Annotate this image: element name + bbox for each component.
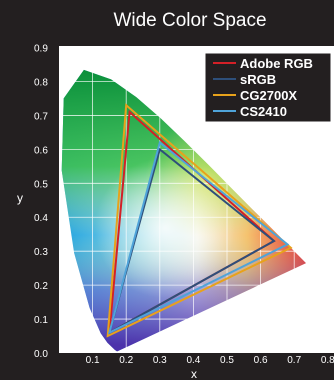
chart-title: Wide Color Space bbox=[113, 10, 266, 31]
y-tick-label: 0.5 bbox=[34, 179, 48, 190]
x-tick-label: 0.7 bbox=[287, 355, 301, 366]
x-tick-label: 0.1 bbox=[86, 355, 100, 366]
y-tick-label: 0.0 bbox=[34, 349, 48, 360]
y-tick-label: 0.8 bbox=[34, 77, 48, 88]
y-tick-label: 0.9 bbox=[34, 44, 48, 55]
legend-label: Adobe RGB bbox=[240, 56, 313, 71]
y-tick-labels: 0.0 0.1 0.2 0.3 0.4 0.5 0.6 0.7 0.8 0.9 bbox=[34, 44, 48, 360]
y-tick-label: 0.3 bbox=[34, 247, 48, 258]
x-tick-label: 0.2 bbox=[119, 355, 133, 366]
y-tick-label: 0.6 bbox=[34, 145, 48, 156]
x-tick-label: 0.6 bbox=[254, 355, 268, 366]
x-tick-label: 0.3 bbox=[153, 355, 167, 366]
y-tick-label: 0.4 bbox=[34, 213, 48, 224]
x-tick-labels: 0.1 0.2 0.3 0.4 0.5 0.6 0.7 0.8 bbox=[86, 355, 334, 366]
gamut-triangle-cs2410 bbox=[107, 140, 290, 335]
legend-label: CG2700X bbox=[240, 88, 297, 103]
x-tick-label: 0.5 bbox=[220, 355, 234, 366]
legend-label: CS2410 bbox=[240, 104, 287, 119]
x-tick-label: 0.8 bbox=[321, 355, 334, 366]
y-tick-label: 0.2 bbox=[34, 281, 48, 292]
x-tick-label: 0.4 bbox=[186, 355, 200, 366]
legend-label: sRGB bbox=[240, 72, 276, 87]
y-tick-label: 0.1 bbox=[34, 315, 48, 326]
gamut-triangle-cg2700x bbox=[106, 103, 293, 338]
y-tick-label: 0.7 bbox=[34, 111, 48, 122]
y-axis-label: y bbox=[17, 191, 23, 205]
x-axis-label: x bbox=[191, 367, 197, 380]
gamut-triangles bbox=[106, 103, 293, 338]
